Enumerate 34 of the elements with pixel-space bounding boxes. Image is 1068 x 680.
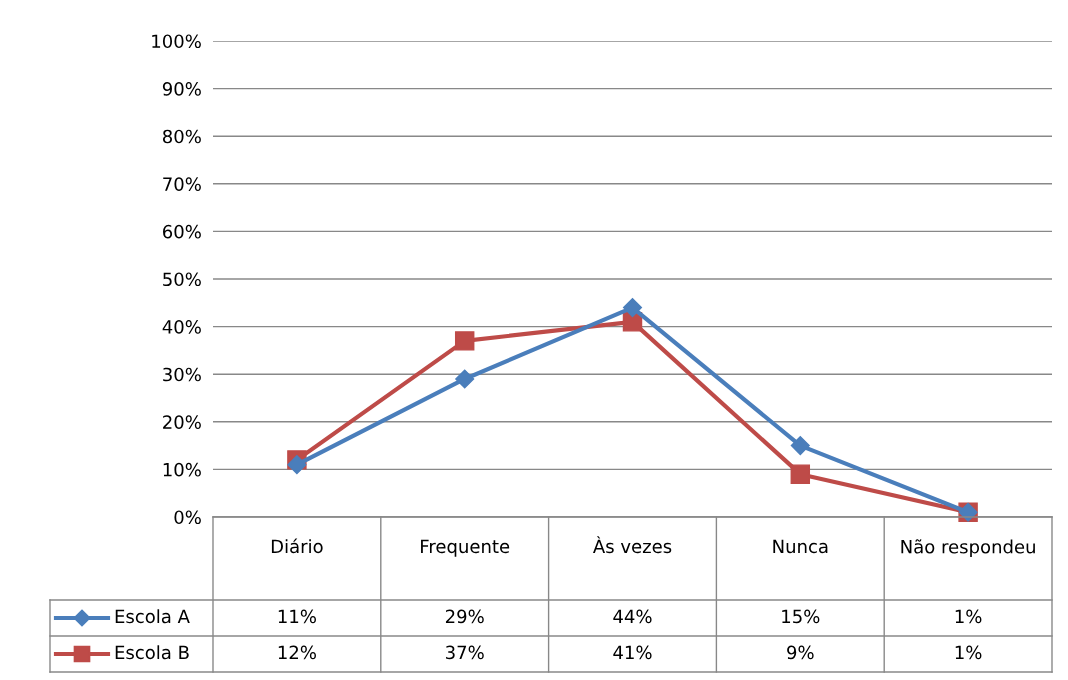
y-tick-label: 80% (162, 129, 201, 144)
data-label: 15% (782, 609, 820, 624)
point (455, 369, 475, 389)
point (622, 298, 643, 318)
data-label: 1% (955, 609, 982, 624)
data-label: 37% (446, 645, 484, 660)
data-label: 1% (955, 645, 982, 660)
point (790, 464, 811, 484)
y-tick-label: 20% (163, 415, 201, 429)
point (454, 331, 475, 351)
legend-label: Escola B (115, 645, 189, 660)
y-tick-label: 40% (162, 320, 201, 334)
data-label: 11% (278, 609, 316, 624)
y-tick-label: 90% (162, 82, 201, 96)
data-label: 44% (613, 609, 652, 624)
y-tick-label: 60% (163, 224, 201, 239)
y-tick-label: 50% (163, 272, 201, 287)
data-label: 41% (613, 645, 652, 660)
x-tick-label: Frequente (421, 539, 510, 557)
point (287, 455, 307, 475)
y-tick-label: 100% (152, 34, 201, 49)
y-tick-label: 70% (163, 177, 201, 191)
data-label: 12% (278, 645, 316, 660)
point (790, 436, 810, 456)
x-tick-label: Não respondeu (901, 539, 1035, 557)
legend-label: Escola A (115, 609, 190, 624)
x-tick-label: Diário (271, 538, 323, 554)
x-tick-label: Às vezes (593, 536, 672, 554)
y-tick-label: 0% (174, 510, 201, 525)
y-tick-label: 10% (163, 462, 201, 477)
x-tick-label: Nunca (773, 539, 828, 554)
data-label: 29% (445, 609, 484, 624)
data-label: 9% (787, 645, 814, 660)
y-tick-label: 30% (163, 367, 201, 382)
